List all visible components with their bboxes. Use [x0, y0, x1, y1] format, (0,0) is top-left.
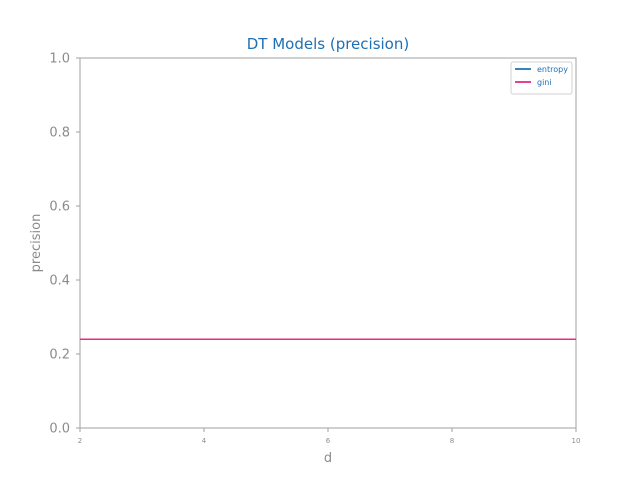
y-tick-label: 0.2	[49, 348, 70, 363]
legend-label-entropy: entropy	[537, 65, 568, 74]
x-tick-label: 4	[202, 437, 207, 445]
legend-label-gini: gini	[537, 78, 552, 87]
legend: entropy gini	[510, 61, 573, 95]
y-tick-label: 1.0	[49, 52, 70, 67]
y-tick-label: 0.0	[49, 422, 70, 437]
plot-frame	[79, 57, 577, 429]
y-axis-label: precision	[29, 214, 44, 273]
y-tick-label: 0.6	[49, 200, 70, 215]
x-tick-label: 10	[572, 437, 581, 445]
x-tick-label: 2	[78, 437, 82, 445]
y-tick-label: 0.4	[49, 274, 70, 289]
x-tick-label: 6	[326, 437, 331, 445]
x-axis-label: d	[324, 451, 332, 466]
y-tick-label: 0.8	[49, 126, 70, 141]
plot-area: 0.0 0.2 0.4 0.6 0.8 1.0 2 4 6 8 10	[49, 52, 580, 446]
legend-box	[510, 61, 573, 95]
x-tick-label: 8	[450, 437, 454, 445]
chart-title: DT Models (precision)	[247, 35, 409, 53]
